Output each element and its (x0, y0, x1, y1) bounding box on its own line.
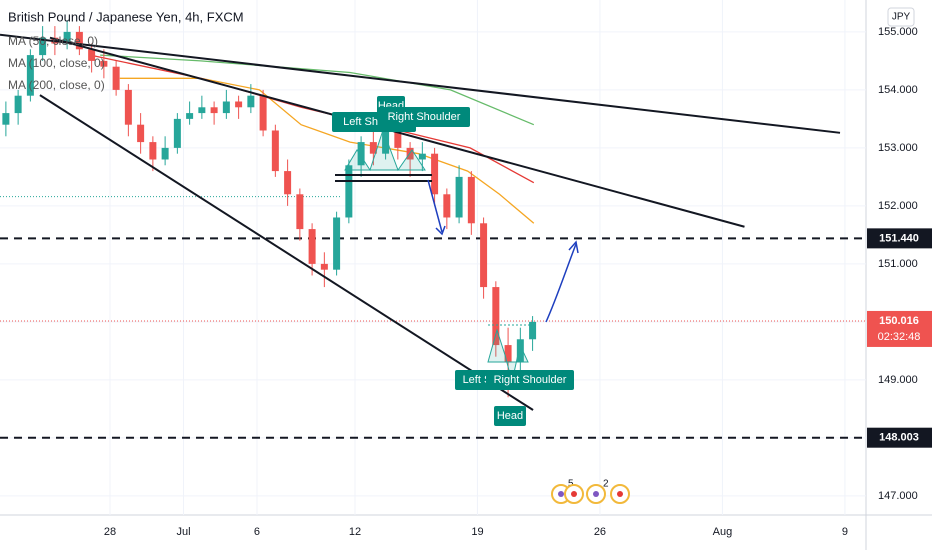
event-count: 5 (568, 479, 574, 490)
event-dot (558, 491, 564, 497)
currency: JPY (892, 12, 911, 23)
candle-body (369, 142, 377, 154)
countdown: 02:32:48 (878, 331, 921, 343)
candle-body (443, 194, 451, 218)
candle-body (492, 287, 500, 346)
candle-body (480, 223, 488, 288)
candle-body (418, 153, 426, 160)
x-tick-label: 28 (104, 526, 116, 538)
candle-body (100, 60, 108, 67)
x-tick-label: Jul (176, 526, 190, 538)
candle-body (149, 142, 157, 160)
candle-body (247, 95, 255, 108)
candle-body (529, 321, 537, 340)
candle-body (394, 130, 402, 148)
x-tick-label: 6 (254, 526, 260, 538)
candle-body (161, 147, 169, 160)
candle-body (210, 107, 218, 114)
level-tag (867, 228, 932, 249)
candle-body (308, 229, 316, 264)
candle-body (198, 107, 206, 114)
y-tick-label: 149.000 (878, 374, 918, 386)
candle-body (186, 113, 194, 119)
candle-body (88, 49, 96, 61)
x-tick-label: Aug (713, 526, 733, 538)
candle-body (345, 165, 353, 218)
candle-body (382, 130, 390, 154)
candle-body (75, 31, 83, 50)
candle-body (271, 130, 279, 172)
overlay (335, 128, 579, 383)
candle-body (173, 118, 181, 148)
y-tick-label: 153.000 (878, 142, 918, 154)
currency-box (887, 7, 915, 27)
candle-body (124, 89, 132, 125)
candle-body (235, 101, 243, 108)
candle-body (357, 142, 365, 166)
trend-line (49, 36, 745, 228)
event-dot (571, 491, 577, 497)
arrow (427, 179, 443, 233)
candle-body (112, 66, 120, 90)
moving-average (119, 77, 535, 224)
trend-line (39, 94, 534, 411)
arrow-head (568, 240, 579, 254)
candle-body (284, 171, 292, 195)
pattern-top (344, 128, 426, 172)
candle-body (14, 95, 22, 114)
candle-body (516, 339, 524, 363)
candle-body (333, 217, 341, 270)
pattern-label: Right Shoulder (388, 111, 461, 123)
trend-line (0, 33, 841, 134)
x-tick-label: 12 (349, 526, 361, 538)
chart-title: British Pound / Japanese Yen, 4h, FXCM (8, 9, 244, 24)
y-tick-label: 154.000 (878, 84, 918, 96)
price-tag (867, 310, 932, 347)
pattern-label-box (486, 370, 574, 390)
candle-body (320, 263, 328, 270)
pattern-label-box (378, 107, 470, 127)
y-tick-label: 155.000 (878, 26, 918, 38)
y-tick-label: 147.000 (878, 490, 918, 502)
grid (0, 0, 866, 515)
candle-body (2, 113, 10, 125)
candle-body (259, 95, 267, 131)
price-tag-label: 150.016 (879, 315, 919, 327)
candle-body (222, 101, 230, 114)
legend-entry: MA (200, close, 0) (8, 78, 105, 92)
y-tick-label: 152.000 (878, 200, 918, 212)
moving-average (100, 54, 535, 126)
arrow (545, 243, 577, 323)
legend-entry: MA (50, close, 0) (8, 34, 98, 48)
candle-body (431, 153, 439, 195)
candle-body (467, 176, 475, 224)
x-tick-label: 26 (594, 526, 606, 538)
level-tag (867, 427, 932, 448)
candle-body (406, 147, 414, 160)
level-label: 148.003 (879, 432, 919, 444)
candle-body (63, 31, 71, 44)
legend-entry: MA (100, close, 0) (8, 56, 105, 70)
candle-body (39, 37, 47, 56)
y-tick-label: 151.000 (878, 258, 918, 270)
event-dot (617, 491, 623, 497)
candle-body (26, 55, 34, 96)
x-tick-label: 9 (842, 526, 848, 538)
level-label: 151.440 (879, 232, 919, 244)
event-dot (593, 491, 599, 497)
candle-body (137, 124, 145, 143)
x-tick-label: 19 (471, 526, 483, 538)
candle-body (455, 176, 463, 218)
pattern-label: Head (497, 410, 523, 422)
plot (0, 20, 866, 439)
arrow-head (435, 225, 446, 236)
event-count: 2 (603, 479, 609, 490)
pattern-label: Right Shoulder (494, 374, 567, 386)
pattern-label-box (494, 406, 526, 426)
candle-body (296, 194, 304, 230)
candle-body (504, 345, 512, 363)
